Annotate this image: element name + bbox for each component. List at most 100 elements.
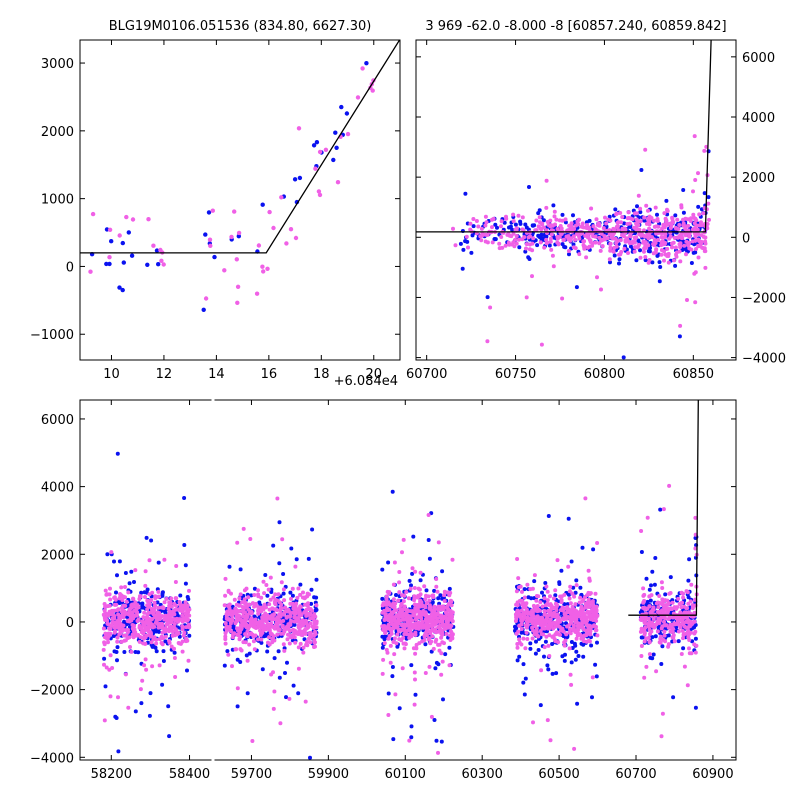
data-point-magenta: [152, 600, 157, 605]
data-point-magenta: [671, 611, 676, 616]
data-point-magenta: [265, 622, 270, 627]
data-point-blue: [281, 572, 286, 576]
data-point-magenta: [312, 612, 317, 617]
data-point-magenta: [157, 594, 162, 599]
data-point-magenta: [172, 608, 177, 612]
data-point-magenta: [532, 573, 537, 578]
data-point-magenta: [426, 513, 431, 517]
data-point-blue: [409, 583, 413, 588]
data-point-magenta: [652, 625, 657, 630]
data-point-magenta: [439, 672, 444, 677]
data-point-magenta: [107, 626, 112, 631]
data-point-magenta: [293, 612, 298, 616]
data-point-magenta: [682, 624, 687, 629]
data-point-magenta: [259, 637, 264, 642]
data-point-magenta: [335, 180, 341, 185]
data-point-blue: [104, 261, 109, 267]
data-point-magenta: [284, 241, 289, 246]
data-point-magenta: [237, 596, 242, 601]
data-point-magenta: [252, 593, 257, 597]
data-point-magenta: [429, 639, 434, 644]
data-point-blue: [115, 658, 119, 663]
data-point-blue: [517, 245, 522, 250]
data-point-magenta: [400, 666, 405, 671]
data-point-magenta: [616, 228, 621, 233]
data-point-blue: [271, 543, 276, 548]
data-point-magenta: [265, 614, 270, 619]
data-point-magenta: [397, 637, 402, 642]
data-point-magenta: [534, 598, 539, 603]
data-point-magenta: [625, 236, 629, 241]
data-point-magenta: [692, 271, 697, 276]
data-point-magenta: [236, 230, 242, 236]
data-point-magenta: [511, 231, 516, 236]
data-point-magenta: [300, 632, 305, 637]
data-point-magenta: [567, 630, 572, 635]
data-point-magenta: [597, 223, 602, 228]
data-point-blue: [502, 220, 507, 225]
data-point-magenta: [583, 618, 588, 623]
data-point-magenta: [128, 606, 133, 611]
data-point-magenta: [703, 241, 708, 246]
data-point-magenta: [557, 218, 562, 223]
data-point-magenta: [468, 221, 473, 226]
data-point-magenta: [634, 227, 639, 231]
data-point-magenta: [662, 629, 667, 634]
data-point-magenta: [278, 721, 283, 726]
data-point-blue: [567, 252, 571, 257]
data-point-magenta: [223, 576, 228, 581]
data-point-magenta: [175, 632, 180, 637]
data-point-magenta: [226, 588, 231, 593]
y-tick-label: −1000: [30, 328, 74, 343]
data-point-blue: [102, 656, 107, 661]
data-point-magenta: [534, 626, 539, 631]
data-point-magenta: [278, 614, 283, 619]
data-point-magenta: [433, 628, 438, 633]
data-point-magenta: [632, 249, 637, 254]
data-point-magenta: [667, 483, 672, 488]
data-point-magenta: [694, 218, 699, 223]
data-point-magenta: [515, 603, 520, 608]
data-point-blue: [291, 683, 296, 688]
data-point-magenta: [649, 629, 654, 634]
data-point-blue: [121, 260, 127, 265]
data-point-blue: [517, 654, 522, 659]
data-point-blue: [580, 545, 585, 550]
data-point-magenta: [407, 738, 412, 743]
data-point-blue: [185, 595, 190, 599]
data-point-blue: [563, 220, 568, 225]
data-point-magenta: [450, 557, 455, 562]
data-point-magenta: [587, 623, 592, 628]
data-point-magenta: [639, 529, 644, 533]
x-tick-label: 60900: [692, 767, 733, 782]
data-point-magenta: [203, 296, 209, 301]
data-point-blue: [547, 243, 552, 248]
data-point-magenta: [287, 622, 292, 627]
y-tick-label: 3000: [41, 57, 74, 72]
data-point-blue: [559, 568, 564, 573]
data-point-magenta: [527, 247, 532, 252]
data-point-magenta: [124, 611, 129, 616]
data-point-magenta: [401, 537, 406, 542]
data-point-magenta: [638, 255, 643, 260]
data-point-blue: [544, 234, 549, 239]
data-point-blue: [550, 671, 555, 676]
data-point-magenta: [605, 236, 610, 241]
data-point-blue: [613, 207, 618, 212]
data-point-magenta: [540, 604, 545, 609]
data-point-magenta: [416, 586, 421, 591]
data-point-magenta: [313, 166, 318, 171]
data-point-blue: [235, 704, 240, 709]
data-point-magenta: [222, 268, 227, 273]
data-point-magenta: [519, 627, 524, 631]
data-point-magenta: [141, 641, 146, 646]
data-point-magenta: [444, 631, 449, 636]
data-point-magenta: [410, 623, 414, 628]
data-point-magenta: [253, 603, 258, 608]
data-point-magenta: [223, 641, 228, 646]
data-point-blue: [430, 600, 435, 605]
data-point-blue: [533, 651, 538, 656]
data-point-blue: [126, 230, 131, 235]
data-point-magenta: [302, 628, 307, 633]
data-point-magenta: [449, 630, 454, 635]
